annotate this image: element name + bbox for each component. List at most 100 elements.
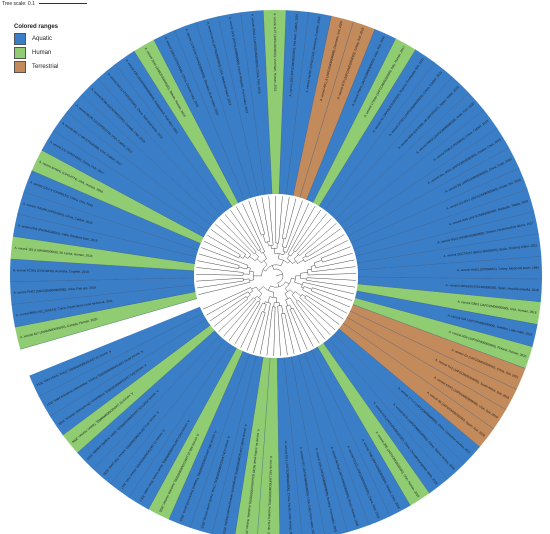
tree-branch: [201, 247, 249, 266]
tree-branch: [277, 282, 280, 287]
range-wedge-aquatic: [291, 354, 348, 534]
leaf-separator: [62, 324, 211, 436]
leaf-separator: [174, 30, 245, 201]
range-wedge-aquatic: [328, 333, 465, 480]
legend-item-terrestrial: Terrestrial: [14, 61, 58, 73]
legend-label-human: Human: [32, 50, 52, 56]
tree-branch: [315, 259, 355, 269]
leaf-separator: [153, 39, 239, 204]
tree-branch: [203, 287, 251, 310]
tree-branch-arc: [282, 246, 287, 248]
tree-branch: [289, 297, 320, 344]
tree-branch: [294, 281, 303, 286]
tree-branch: [314, 259, 323, 264]
range-wedge-aquatic: [335, 92, 484, 225]
tree-branch: [285, 299, 289, 306]
leaf-separator: [353, 189, 528, 250]
tree-branch: [295, 213, 327, 253]
leaf-separator: [311, 349, 391, 517]
leaf-separator: [148, 347, 237, 510]
legend-swatch-human: [14, 47, 26, 59]
tree-branch: [302, 289, 347, 314]
leaf-separator: [350, 310, 517, 390]
tree-branch: [255, 252, 259, 258]
legend: Colored ranges Aquatic Human Terrestrial: [14, 24, 58, 75]
tree-branch: [263, 260, 268, 265]
range-wedge-aquatic: [9, 258, 195, 282]
leaf-label: A. veronii AS1 (JAFGOM00000000), Austral…: [267, 456, 273, 534]
tree-branch: [295, 291, 302, 297]
range-wedge-terrestrial: [299, 21, 375, 200]
tree-branch-arc: [254, 256, 259, 261]
tree-branch: [300, 278, 307, 280]
tree-branch: [311, 290, 350, 308]
range-wedge-human: [148, 347, 243, 520]
tree-branch: [251, 286, 257, 290]
tree-branch: [302, 294, 306, 298]
tree-branch: [240, 302, 263, 348]
tree-branch: [266, 306, 273, 356]
tree-branch-arc: [243, 254, 246, 259]
range-wedge-aquatic: [93, 335, 225, 485]
leaf-separator: [338, 328, 480, 448]
tree-branch: [289, 304, 292, 309]
tree-branch: [285, 281, 290, 285]
tree-branch: [223, 299, 256, 337]
leaf-separator: [333, 333, 465, 464]
tree-branch: [299, 223, 337, 256]
tree-branch: [303, 281, 355, 295]
tree-branch: [261, 197, 271, 242]
tree-branch-arc: [304, 295, 307, 299]
tree-branch: [307, 273, 356, 276]
tree-branch-arc: [269, 296, 277, 298]
range-wedge-aquatic: [357, 276, 542, 302]
range-wedge-aquatic: [77, 330, 220, 470]
leaf-separator: [195, 22, 252, 198]
tree-branch: [300, 272, 308, 274]
tree-branch-arc: [301, 282, 304, 288]
range-wedge-terrestrial: [338, 323, 494, 447]
tree-branch: [267, 296, 270, 303]
tree-branch: [273, 306, 276, 356]
leaf-label: A. veronii Hm21 (CP050851), Turkey, Medi…: [457, 266, 539, 273]
range-wedge-aquatic: [41, 130, 208, 238]
tree-branch: [228, 300, 258, 341]
leaf-separator: [285, 12, 309, 195]
tree-branch: [243, 278, 250, 280]
leaf-separator: [23, 191, 199, 251]
range-wedge-aquatic: [153, 30, 245, 204]
leaf-separator: [357, 276, 542, 280]
range-wedge-aquatic: [356, 233, 542, 270]
leaf-separator: [217, 16, 259, 197]
range-wedge-human: [10, 236, 195, 271]
tree-branch: [210, 229, 246, 255]
range-wedge-aquatic: [10, 277, 195, 305]
range-wedge-aquatic: [330, 76, 469, 220]
tree-scale-label: Tree scale: 0.1: [2, 1, 35, 7]
range-wedge-aquatic: [319, 49, 435, 211]
tree-branch-arc: [249, 268, 251, 275]
tree-branch: [290, 250, 295, 257]
leaf-label: A. veronii AS-1 (JAFGOM00000000), China,…: [284, 441, 294, 534]
leaf-separator: [297, 354, 348, 533]
tree-branch: [322, 252, 353, 263]
tree-branch: [249, 290, 253, 294]
range-separators: [10, 10, 542, 534]
tree-branch: [282, 197, 290, 239]
leaf-separator: [323, 342, 430, 494]
tree-branch-arc: [291, 291, 296, 296]
range-wedge-human: [134, 39, 239, 207]
tree-branch: [280, 260, 284, 267]
tree-branch: [219, 218, 255, 255]
tree-branch: [249, 270, 254, 273]
tree-branch: [285, 198, 297, 240]
range-wedge-aquatic: [128, 344, 237, 510]
leaf-separator: [234, 356, 264, 534]
tree-branch: [249, 279, 254, 281]
leaf-separator: [299, 21, 354, 198]
range-wedge-aquatic: [218, 12, 266, 196]
range-wedge-aquatic: [340, 109, 498, 231]
range-wedge-aquatic: [168, 351, 250, 528]
tree-branch-arc: [293, 258, 298, 264]
range-wedge-aquatic: [50, 319, 211, 436]
